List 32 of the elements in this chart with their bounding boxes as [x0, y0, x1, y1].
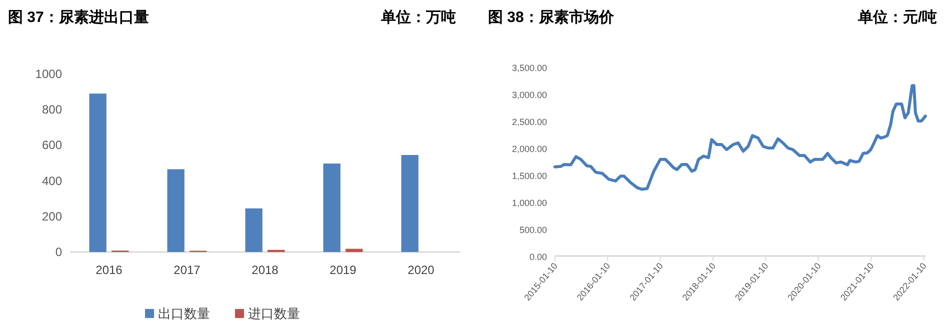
- y-tick-label: 1000: [35, 67, 62, 81]
- x-tick-label: 2017: [174, 263, 201, 277]
- bar: [323, 164, 340, 252]
- y-tick-label: 200: [42, 209, 62, 224]
- y-tick-label: 0.00: [529, 252, 547, 262]
- y-tick-label: 400: [42, 174, 62, 188]
- y-tick-label: 1,000.00: [512, 198, 547, 208]
- chart-title: 图 37：尿素进出口量: [8, 9, 149, 26]
- text: 单位：万吨: [380, 9, 456, 26]
- bar: [167, 169, 184, 252]
- bar: [401, 154, 418, 252]
- bar: [346, 248, 363, 252]
- x-tick-label: 2020: [408, 263, 435, 277]
- chart-title: 图 38：尿素市场价: [488, 8, 615, 26]
- x-tick-label: 2019: [330, 263, 357, 277]
- y-tick-label: 800: [42, 102, 62, 117]
- text: 单位：元/吨: [856, 9, 937, 26]
- bar: [89, 94, 106, 252]
- y-tick-label: 3,500.00: [512, 63, 547, 73]
- x-tick-label: 2016: [96, 263, 123, 277]
- y-tick-label: 1,500.00: [512, 171, 547, 181]
- legend-label: 出口数量: [158, 306, 210, 321]
- bar: [245, 208, 262, 252]
- y-tick-label: 2,500.00: [512, 117, 547, 127]
- y-tick-label: 2,000.00: [512, 144, 547, 154]
- legend-label: 进口数量: [248, 306, 300, 321]
- y-tick-label: 3,000.00: [512, 90, 547, 100]
- line-series: [554, 84, 927, 191]
- y-tick-label: 500.00: [519, 225, 547, 235]
- y-tick-label: 600: [42, 138, 62, 152]
- x-tick-label: 2018: [252, 263, 279, 277]
- y-tick-label: 0: [55, 245, 62, 259]
